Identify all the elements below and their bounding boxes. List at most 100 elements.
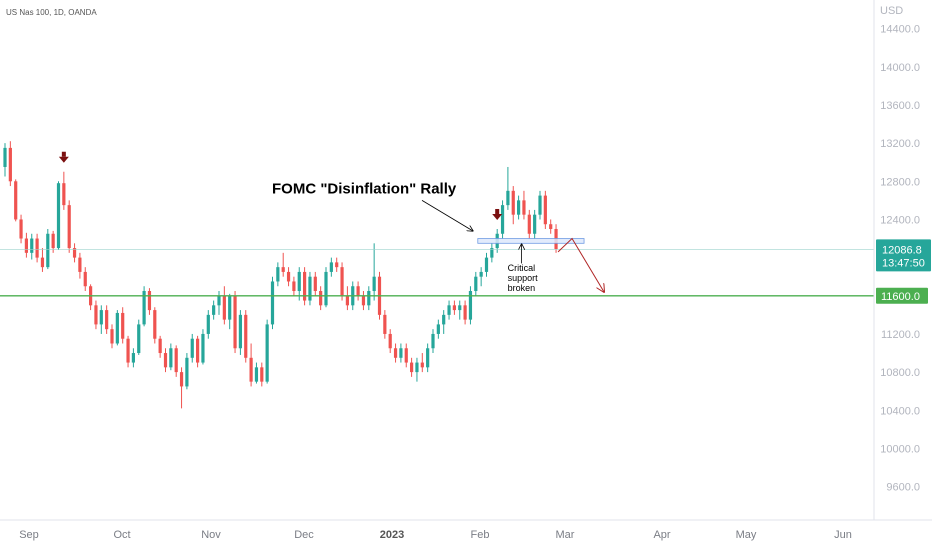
candle-body [447,305,451,315]
candle-body [388,333,392,349]
candle-body [313,276,317,292]
candle-body [126,338,130,363]
time-tick-label: Mar [556,529,575,541]
candle-body [206,314,210,334]
candle-body [51,233,55,249]
candle-body [83,271,87,287]
peak-arrow-icon-stem [61,151,66,157]
candle-body [179,372,184,387]
candle-body [222,295,226,320]
candle-body [30,238,34,253]
candle-body [420,362,424,368]
current-price-tag [876,239,931,272]
support-note-text: Critical [508,263,536,273]
time-tick-label: 2023 [380,529,404,541]
candle-body [479,271,483,277]
candle-body [286,271,291,282]
countdown-label: 13:47:50 [882,257,925,269]
candle-body [40,257,45,268]
forecast-arrow [557,237,604,292]
candle-body [335,262,339,268]
candle-body [174,348,178,373]
candle-body [436,324,440,334]
candle-body [67,205,71,249]
price-axis[interactable]: USD 9600.0 10000.0 10400.0 10800.0 11200.0 116… [873,0,932,550]
candle-body [94,305,98,325]
candle-body [217,295,221,306]
candle-body [399,348,403,358]
candle-body [72,248,77,258]
candle-body [169,348,173,368]
candle-body [361,295,366,306]
candle-body [543,195,547,225]
candle-body [303,271,307,301]
price-tick-label: 14400.0 [880,24,920,36]
candle-body [249,357,253,382]
candle-body [190,338,194,358]
candle-body [372,276,376,292]
symbol-header: US Nas 100, 1D, OANDA [6,8,97,17]
current-price-label: 12086.8 [882,244,922,256]
rally-annotation: FOMC "Disinflation" Rally [272,181,457,198]
time-tick-label: Nov [201,529,221,541]
currency-label: USD [880,5,903,17]
candle-body [35,238,39,258]
time-axis[interactable]: Sep Oct Nov Dec 2023 Feb Mar Apr May Jun [0,519,932,541]
candle-body [415,362,419,373]
candle-body [383,314,387,334]
candle-body [426,348,430,368]
candle-body [506,190,510,206]
candle-body [490,248,494,258]
candle-body [14,181,18,220]
candle-body [142,291,146,325]
candle-body [517,200,521,215]
time-tick-label: Jun [834,529,852,541]
candle-body [549,224,553,229]
time-tick-label: Dec [294,529,314,541]
candle-body [324,271,328,306]
overlay-layer: FOMC "Disinflation" Rally Criticalsupport… [0,151,874,297]
peak-arrow-icon-stem [495,208,500,214]
price-tick-label: 14000.0 [880,62,920,74]
candle-body [319,291,323,306]
candle-body [308,276,312,301]
rally-pointer-arrow [421,200,473,231]
candle-body [153,310,157,339]
price-tick-label: 10800.0 [880,367,920,379]
candle-body [404,348,408,363]
candle-body [410,362,414,373]
support-price-tag [876,287,928,304]
candle-body [533,214,537,234]
candle-body [484,257,489,272]
candle-body [201,333,205,363]
candle-body [260,367,264,382]
candle-body [62,183,66,206]
price-tick-label: 12400.0 [880,214,920,226]
candle-body [281,267,285,272]
candle-body [458,305,462,311]
time-tick-label: Oct [113,529,130,541]
candle-body [367,291,371,306]
candle-body [110,329,114,344]
support-note-text: support [508,273,539,283]
time-tick-label: May [736,529,757,541]
candle-body [270,281,275,325]
candle-body [265,324,269,382]
candle-body [163,353,168,368]
time-tick-label: Apr [653,529,670,541]
candle-body [158,338,162,354]
candle-body [442,314,446,325]
price-tick-label: 11200.0 [881,329,920,341]
candle-body [46,233,50,268]
candle-body [228,295,232,320]
candle-body [474,276,478,292]
candle-body [3,147,7,167]
candle-body [137,324,141,354]
support-note-text: broken [508,283,536,293]
candle-body [527,214,531,234]
candle-body [393,348,398,358]
candle-body [500,205,505,234]
candle-body [8,147,12,182]
